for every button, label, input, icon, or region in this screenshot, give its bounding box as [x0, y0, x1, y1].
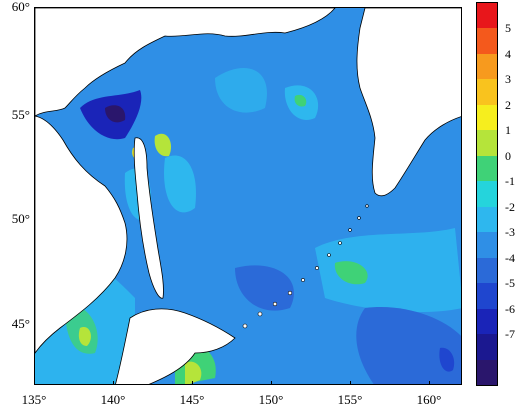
colorbar-label: -3 [505, 225, 515, 240]
colorbar-segment [477, 308, 497, 335]
sea-map [34, 7, 462, 385]
colorbar [476, 2, 498, 386]
colorbar-label: -5 [505, 276, 515, 291]
anomaly-patch-east-sakhalin [164, 155, 196, 213]
colorbar-label: -2 [505, 199, 515, 214]
x-tick-mark-135 [34, 381, 35, 385]
colorbar-label: -4 [505, 250, 515, 265]
anomaly-patch-pacific [315, 228, 461, 313]
colorbar-label: 3 [505, 72, 511, 87]
land-mainland-north [35, 8, 336, 117]
colorbar-label: 4 [505, 46, 511, 61]
colorbar-label: -6 [505, 301, 515, 316]
colorbar-label: 2 [505, 97, 511, 112]
anomaly-patch-dark-se [356, 307, 461, 384]
y-tick-55: 55° [11, 107, 30, 122]
colorbar-segment [477, 3, 497, 29]
x-tick-150: 150° [258, 392, 284, 407]
anomaly-patch-south-yellow [185, 361, 202, 384]
colorbar-label: -1 [505, 174, 515, 189]
land-sakhalin [133, 137, 164, 299]
colorbar-segment [477, 181, 497, 208]
anomaly-patch-sakhalin-yellow [154, 133, 172, 157]
colorbar-segment [477, 232, 497, 259]
anomaly-patch-deep-se [439, 347, 455, 372]
colorbar-segment [477, 28, 497, 55]
colorbar-label: 0 [505, 148, 511, 163]
x-tick-155: 155° [337, 392, 363, 407]
y-tick-60: 60° [11, 0, 30, 14]
colorbar-segment [477, 257, 497, 284]
colorbar-segment [477, 130, 497, 157]
x-tick-160: 160° [416, 392, 442, 407]
x-tick-mark-150 [271, 381, 272, 385]
land-hokkaido [115, 308, 236, 384]
anomaly-patch-center-north [215, 68, 267, 113]
colorbar-label: 1 [505, 123, 511, 138]
colorbar-segment [477, 359, 497, 386]
x-tick-mark-140 [113, 381, 114, 385]
x-tick-mark-155 [350, 381, 351, 385]
colorbar-segment [477, 283, 497, 310]
anomaly-patch-shantar-core [105, 105, 126, 123]
x-tick-mark-160 [429, 381, 430, 385]
land-mainland-west [35, 115, 128, 354]
anomaly-patch-pacific-green [334, 261, 368, 285]
x-tick-mark-145 [192, 381, 193, 385]
y-tick-45: 45° [11, 316, 30, 331]
anomaly-patch-dark-center [235, 265, 294, 311]
colorbar-segment [477, 155, 497, 182]
anomaly-patch-north-green [294, 94, 307, 107]
land-kamchatka [356, 8, 461, 197]
map-canvas [35, 8, 461, 384]
x-tick-140: 140° [100, 392, 126, 407]
colorbar-label: -7 [505, 327, 515, 342]
x-tick-145: 145° [179, 392, 205, 407]
colorbar-segment [477, 206, 497, 233]
x-tick-135: 135° [21, 392, 47, 407]
y-tick-50: 50° [11, 211, 30, 226]
colorbar-label: 5 [505, 21, 511, 36]
colorbar-segment [477, 104, 497, 131]
kuril-islands [242, 204, 369, 329]
anomaly-patch-sw-yellow [78, 327, 91, 346]
colorbar-segment [477, 53, 497, 80]
colorbar-segment [477, 79, 497, 106]
colorbar-segment [477, 334, 497, 361]
